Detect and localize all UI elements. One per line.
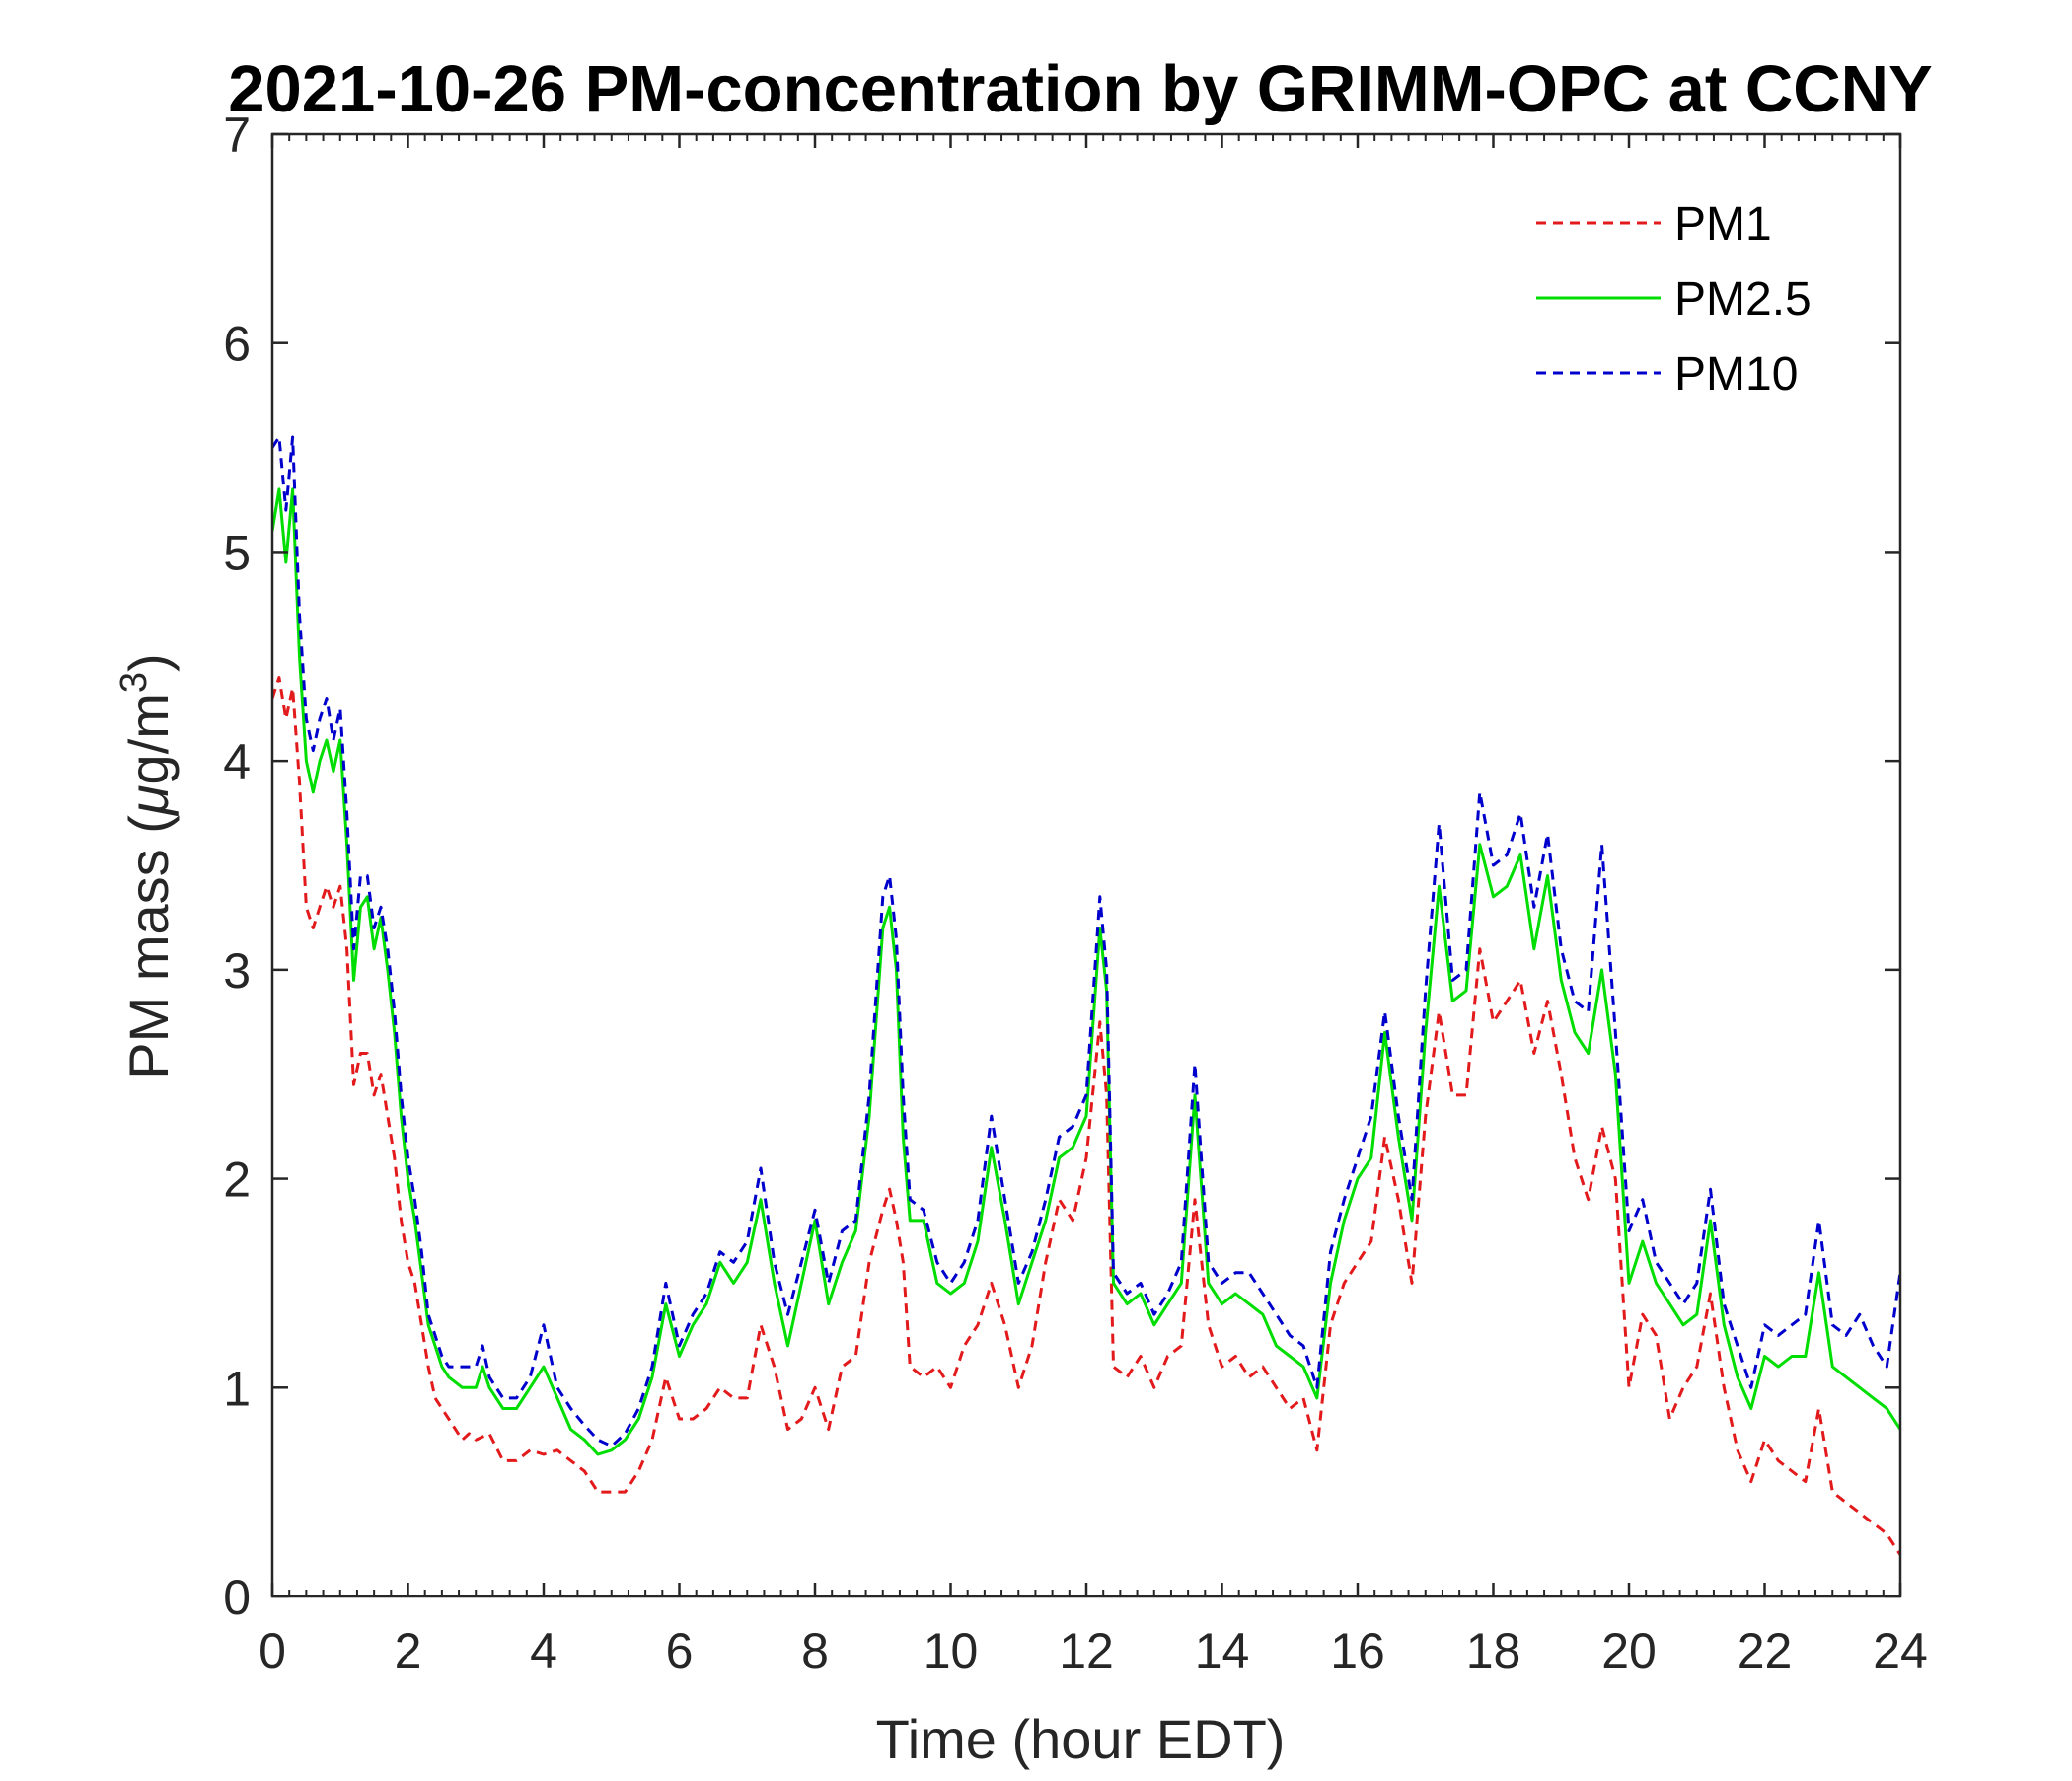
y-tick-label: 3	[223, 943, 251, 999]
x-tick-label: 0	[259, 1623, 286, 1678]
plot-area	[272, 134, 1900, 1596]
x-tick-label: 14	[1195, 1623, 1250, 1678]
x-tick-label: 22	[1738, 1623, 1793, 1678]
y-tick-label: 5	[223, 525, 251, 580]
x-tick-label: 24	[1873, 1623, 1928, 1678]
y-label-mu: μ	[117, 784, 180, 817]
x-tick-label: 2	[395, 1623, 422, 1678]
y-tick-label: 6	[223, 317, 251, 372]
series-line-pm1	[272, 676, 1900, 1556]
legend-label-pm25: PM2.5	[1674, 273, 1812, 326]
y-tick-label: 0	[223, 1570, 251, 1625]
series-layer	[272, 435, 1900, 1556]
legend-label-pm10: PM10	[1674, 348, 1798, 401]
x-axis-label: Time (hour EDT)	[876, 1708, 1286, 1770]
chart-legend: PM1 PM2.5 PM10	[1536, 198, 1812, 401]
y-label-unit: g/m	[117, 693, 180, 784]
y-label-exponent: 3	[113, 672, 155, 693]
x-tick-label: 10	[924, 1623, 979, 1678]
y-tick-label: 1	[223, 1361, 251, 1416]
x-tick-label: 12	[1059, 1623, 1114, 1678]
series-line-pm10	[272, 435, 1900, 1448]
plot-background	[272, 134, 1900, 1596]
x-tick-label: 20	[1601, 1623, 1657, 1678]
x-tick-label: 6	[666, 1623, 694, 1678]
legend-label-pm1: PM1	[1674, 198, 1772, 251]
y-label-suffix: )	[117, 653, 180, 672]
x-tick-label: 16	[1330, 1623, 1385, 1678]
y-tick-label: 7	[223, 108, 251, 163]
series-line-pm25	[272, 487, 1900, 1456]
x-tick-label: 4	[530, 1623, 557, 1678]
y-label-prefix: PM mass (	[117, 815, 180, 1079]
x-tick-label: 18	[1466, 1623, 1521, 1678]
y-tick-label: 4	[223, 734, 251, 789]
x-tick-label: 8	[801, 1623, 829, 1678]
y-tick-label: 2	[223, 1152, 251, 1208]
chart-title: 2021-10-26 PM-concentration by GRIMM-OPC…	[228, 52, 1932, 126]
y-axis-label: PM mass (μg/m3)	[113, 653, 180, 1078]
